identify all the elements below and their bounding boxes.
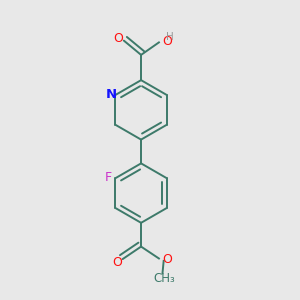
Text: F: F [105, 171, 112, 184]
Text: N: N [106, 88, 117, 100]
Text: H: H [166, 32, 174, 42]
Text: O: O [163, 253, 172, 266]
Text: O: O [114, 32, 123, 45]
Text: O: O [112, 256, 122, 268]
Text: O: O [162, 35, 172, 48]
Text: CH₃: CH₃ [153, 272, 175, 285]
